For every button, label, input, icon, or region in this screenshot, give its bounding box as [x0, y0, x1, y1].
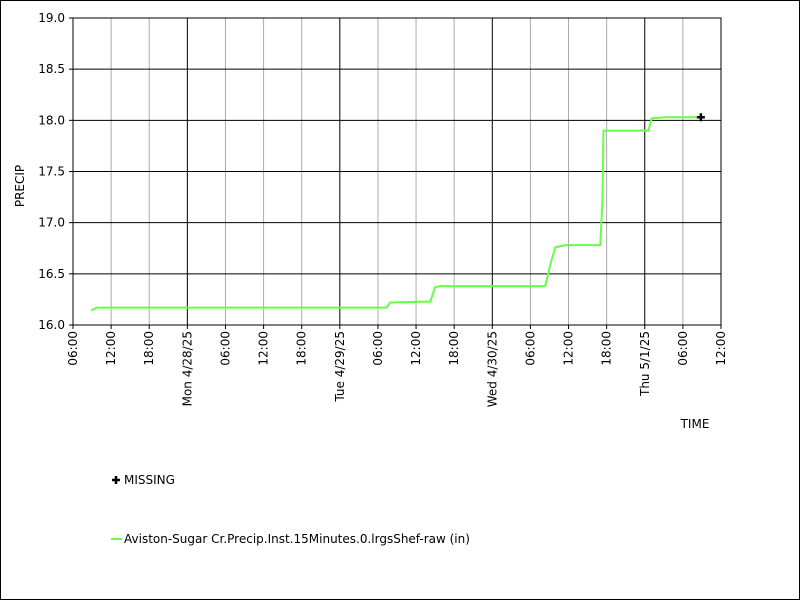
- x-tick-label: Tue 4/29/25: [333, 331, 347, 403]
- x-axis-label: TIME: [680, 417, 710, 431]
- x-tick-label: 18:00: [447, 331, 461, 366]
- x-tick-label: 12:00: [104, 331, 118, 366]
- x-tick-label: Thu 5/1/25: [638, 331, 652, 397]
- y-tick-label: 17.0: [38, 216, 65, 230]
- x-tick-label: Wed 4/30/25: [485, 331, 499, 407]
- y-axis-label: PRECIP: [13, 165, 27, 207]
- x-tick-label: 06:00: [371, 331, 385, 366]
- x-tick-label: 18:00: [142, 331, 156, 366]
- data-line: [90, 116, 701, 312]
- x-tick-label: 06:00: [523, 331, 537, 366]
- x-tick-label: Mon 4/28/25: [180, 331, 194, 406]
- legend-label: MISSING: [124, 473, 175, 487]
- x-tick-label: 12:00: [257, 331, 271, 366]
- y-tick-label: 18.0: [38, 113, 65, 127]
- x-tick-label: 18:00: [295, 331, 309, 366]
- x-tick-label: 12:00: [562, 331, 576, 366]
- x-tick-label: 12:00: [409, 331, 423, 366]
- legend-marker: [112, 476, 120, 484]
- y-tick-label: 18.5: [38, 62, 65, 76]
- plot-border: [72, 17, 722, 326]
- missing-marker: [696, 113, 705, 122]
- y-tick-label: 16.0: [38, 318, 65, 332]
- x-tick-label: 06:00: [66, 331, 80, 366]
- y-tick-label: 19.0: [38, 11, 65, 25]
- legend-label: Aviston-Sugar Cr.Precip.Inst.15Minutes.0…: [124, 532, 470, 546]
- y-tick-label: 16.5: [38, 267, 65, 281]
- x-tick-label: 06:00: [676, 331, 690, 366]
- x-tick-label: 18:00: [600, 331, 614, 366]
- x-tick-label: 06:00: [218, 331, 232, 366]
- x-tick-label: 12:00: [714, 331, 728, 366]
- y-tick-label: 17.5: [38, 165, 65, 179]
